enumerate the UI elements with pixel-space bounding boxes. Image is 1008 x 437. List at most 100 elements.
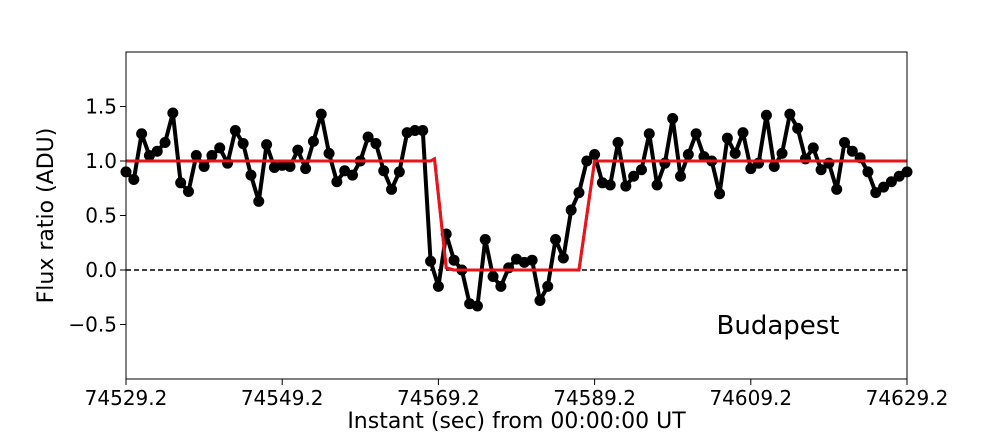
data-point	[573, 187, 585, 199]
x-tick-label: 74589.2	[553, 386, 636, 410]
data-point	[253, 195, 265, 207]
y-tick-label: −0.5	[68, 313, 117, 337]
data-point	[729, 147, 741, 159]
data-point	[503, 262, 515, 274]
data-point	[737, 127, 749, 139]
data-point	[346, 169, 358, 181]
data-point	[542, 280, 554, 292]
data-point	[378, 165, 390, 177]
data-point	[745, 163, 757, 175]
data-point	[448, 254, 460, 266]
data-point	[362, 131, 374, 143]
x-tick-label: 74609.2	[709, 386, 792, 410]
data-point	[846, 145, 858, 157]
data-point	[768, 160, 780, 172]
data-point	[237, 138, 249, 150]
data-point	[300, 163, 312, 175]
data-point	[190, 150, 202, 162]
data-point	[151, 145, 163, 157]
data-point	[307, 135, 319, 147]
data-point	[495, 280, 507, 292]
data-point	[784, 108, 796, 120]
data-point	[862, 166, 874, 178]
data-point	[222, 157, 234, 169]
data-point	[261, 139, 273, 151]
x-axis-label: Instant (sec) from 00:00:00 UT	[347, 409, 686, 432]
x-tick-label: 74569.2	[397, 386, 480, 410]
x-tick-label: 74629.2	[866, 386, 949, 410]
data-point	[128, 174, 140, 186]
y-tick-label: 0.5	[85, 204, 117, 228]
data-point	[557, 252, 569, 264]
data-point	[885, 176, 897, 188]
data-point	[760, 109, 772, 121]
data-point	[370, 138, 382, 150]
data-point	[799, 153, 811, 165]
data-point	[425, 255, 437, 267]
y-tick-label: 1.0	[85, 149, 117, 173]
data-point	[159, 136, 171, 148]
data-point	[643, 128, 655, 140]
data-point	[823, 157, 835, 169]
data-point	[432, 280, 444, 292]
data-point	[831, 183, 843, 195]
data-point	[206, 150, 218, 162]
model-series-line-overlay	[126, 156, 907, 272]
data-point	[667, 112, 679, 124]
data-point	[292, 144, 304, 156]
data-point	[659, 157, 671, 169]
data-point	[487, 271, 499, 283]
data-point	[690, 128, 702, 140]
data-point	[807, 142, 819, 154]
data-point	[136, 128, 148, 140]
data-point	[245, 169, 257, 181]
x-tick-label: 74549.2	[241, 386, 324, 410]
data-point	[792, 122, 804, 134]
data-point	[714, 188, 726, 200]
model-series-line	[126, 157, 907, 272]
data-point	[315, 108, 327, 120]
data-point	[534, 295, 546, 307]
data-point	[682, 148, 694, 160]
data-point	[393, 166, 405, 178]
data-point	[550, 233, 562, 245]
data-point	[651, 179, 663, 191]
data-point	[284, 160, 296, 172]
data-point	[471, 300, 483, 312]
data-point	[409, 124, 421, 136]
data-point	[386, 183, 398, 195]
y-tick-label: 0.0	[85, 258, 117, 282]
data-point	[589, 148, 601, 160]
data-point	[417, 124, 429, 136]
data-point	[604, 179, 616, 191]
data-point	[198, 160, 210, 172]
y-tick-label: 1.5	[85, 95, 117, 119]
data-point	[612, 136, 624, 148]
data-point	[878, 181, 890, 193]
data-point	[839, 136, 851, 148]
data-point	[635, 164, 647, 176]
data-point	[581, 155, 593, 167]
data-point	[479, 233, 491, 245]
data-point	[721, 132, 733, 144]
data-point	[565, 204, 577, 216]
data-point	[815, 164, 827, 176]
y-axis-label: Flux ratio (ADU)	[34, 128, 59, 304]
data-point	[182, 186, 194, 198]
data-point	[229, 124, 241, 136]
data-point	[776, 147, 788, 159]
data-point	[323, 147, 335, 159]
plot-frame	[125, 51, 908, 380]
annotation-budapest: Budapest	[717, 311, 840, 341]
data-point	[167, 107, 179, 119]
data-point	[214, 142, 226, 154]
data-point	[628, 170, 640, 182]
data-point	[870, 187, 882, 199]
data-point	[675, 170, 687, 182]
data-point	[526, 254, 538, 266]
data-point	[175, 177, 187, 189]
data-point	[620, 180, 632, 192]
data-point	[753, 157, 765, 169]
